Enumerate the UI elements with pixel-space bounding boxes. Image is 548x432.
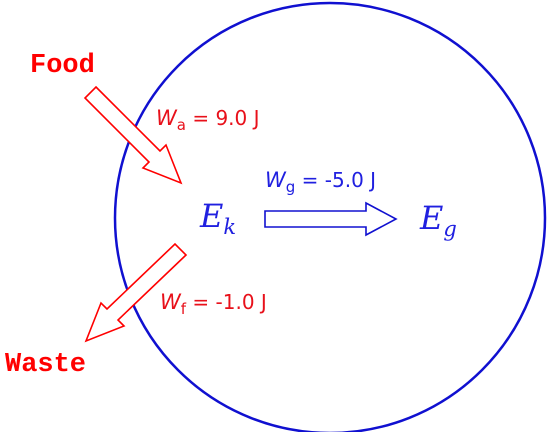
friction-work-label: Wf = -1.0 J bbox=[160, 290, 267, 318]
gravitational-energy-label: Eg bbox=[420, 199, 457, 241]
kinetic-energy-label: Ek bbox=[200, 197, 237, 239]
applied-work-label: Wa = 9.0 J bbox=[156, 106, 260, 134]
waste-output-arrow bbox=[84, 242, 188, 343]
system-boundary-circle bbox=[113, 1, 547, 432]
food-input-arrow bbox=[83, 85, 183, 185]
waste-label: Waste bbox=[5, 350, 87, 380]
gravity-work-label: Wg = -5.0 J bbox=[265, 168, 377, 196]
food-label: Food bbox=[30, 51, 95, 81]
energy-transfer-arrow bbox=[264, 201, 398, 237]
